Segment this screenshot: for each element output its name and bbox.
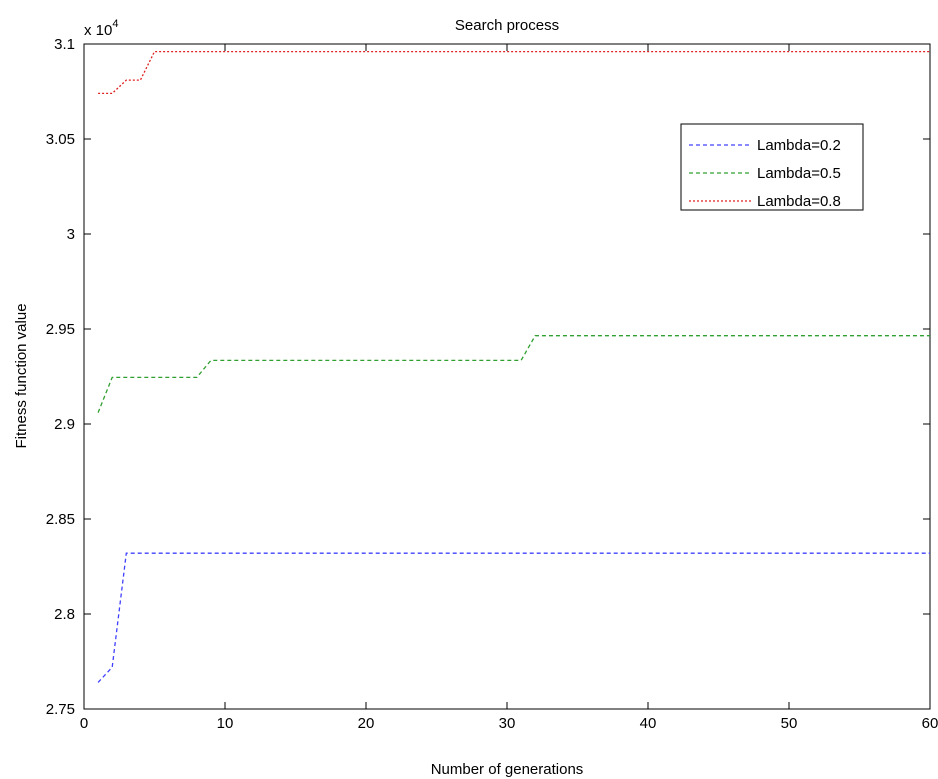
x-tick-label: 40 [640, 715, 657, 732]
chart-title: Search process [455, 17, 559, 34]
y-tick-label: 2.75 [46, 701, 75, 718]
x-tick-label: 60 [922, 715, 938, 732]
x-axis-label: Number of generations [431, 761, 584, 778]
y-tick-label: 3.05 [46, 131, 75, 148]
legend: Lambda=0.2 Lambda=0.5 Lambda=0.8 [680, 123, 864, 211]
legend-label: Lambda=0.5 [757, 165, 841, 182]
axis-ticks: 0 10 20 30 40 50 60 2.75 2.8 2.85 2.9 2.95 3 3.05 3.1 [46, 36, 938, 732]
series-line-3 [98, 50, 930, 95]
x-tick-label: 0 [80, 715, 88, 732]
x-tick-label: 30 [499, 715, 516, 732]
legend-label: Lambda=0.8 [757, 193, 841, 210]
x-tick-label: 20 [358, 715, 375, 732]
series-lines [97, 50, 930, 683]
y-tick-label: 2.85 [46, 511, 75, 528]
y-tick-label: 3 [67, 226, 75, 243]
legend-box [680, 123, 864, 211]
x-tick-label: 10 [217, 715, 234, 732]
y-tick-label: 3.1 [54, 36, 75, 53]
y-tick-label: 2.95 [46, 321, 75, 338]
y-tick-label: 2.8 [54, 606, 75, 623]
legend-label: Lambda=0.2 [757, 137, 841, 154]
y-multiplier-label: x 104 [84, 18, 118, 39]
y-tick-label: 2.9 [54, 416, 75, 433]
y-multiplier-exponent: 4 [112, 18, 118, 30]
y-multiplier-base: x 10 [84, 22, 112, 39]
series-line-1 [97, 552, 930, 683]
series-line-2 [97, 335, 930, 413]
y-axis-label: Fitness function value [13, 303, 30, 448]
x-tick-label: 50 [781, 715, 798, 732]
